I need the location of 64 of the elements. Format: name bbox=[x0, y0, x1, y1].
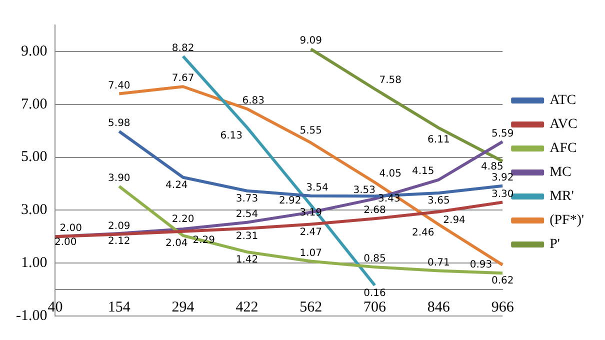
data-label: 4.05 bbox=[379, 168, 402, 180]
data-label: 0.62 bbox=[491, 276, 514, 287]
legend-label: (PF*)' bbox=[550, 213, 584, 228]
data-label: 2.46 bbox=[412, 227, 434, 238]
data-label: 4.15 bbox=[412, 166, 434, 177]
y-tick-label: -1.00 bbox=[16, 308, 48, 324]
x-tick-label: 154 bbox=[108, 299, 131, 316]
y-tick-label: 3.00 bbox=[20, 202, 48, 218]
data-label: 0.85 bbox=[364, 254, 386, 265]
legend-label: P' bbox=[550, 237, 560, 252]
data-label: 6.83 bbox=[242, 95, 264, 106]
data-label: 0.93 bbox=[470, 260, 492, 271]
data-label: 2.00 bbox=[60, 222, 82, 234]
data-label: 3.54 bbox=[306, 182, 328, 194]
data-label: 4.24 bbox=[166, 180, 188, 191]
legend-label: MC bbox=[550, 165, 572, 180]
legend-label: AVC bbox=[550, 117, 578, 132]
data-label: 0.16 bbox=[364, 288, 386, 299]
data-label: 4.85 bbox=[481, 161, 504, 172]
data-label: 2.47 bbox=[300, 226, 322, 238]
data-label: 6.11 bbox=[428, 134, 450, 146]
y-tick-label: 5.00 bbox=[20, 149, 48, 166]
data-label: 3.73 bbox=[236, 193, 258, 204]
data-label: 9.09 bbox=[300, 36, 322, 47]
data-label: 7.40 bbox=[108, 80, 130, 92]
data-label: 2.54 bbox=[236, 208, 258, 220]
data-label: 2.94 bbox=[443, 214, 466, 226]
x-tick-label: 422 bbox=[236, 299, 258, 316]
x-tick-label: 562 bbox=[300, 299, 322, 316]
data-label: 2.68 bbox=[364, 205, 386, 216]
data-label: 2.00 bbox=[54, 236, 77, 248]
data-label: 3.30 bbox=[491, 188, 514, 200]
data-label: 2.29 bbox=[192, 234, 215, 246]
data-label: 5.98 bbox=[108, 118, 130, 129]
data-label: 6.13 bbox=[220, 130, 242, 142]
y-tick-label: 1.00 bbox=[20, 255, 48, 272]
data-label: 2.09 bbox=[108, 220, 130, 232]
y-tick-label: 9.00 bbox=[20, 43, 48, 60]
x-tick-label: 706 bbox=[364, 299, 387, 316]
data-label: 5.59 bbox=[491, 128, 514, 140]
data-label: 3.65 bbox=[428, 196, 450, 207]
x-tick-label: 966 bbox=[491, 299, 514, 316]
y-tick-label: 7.00 bbox=[20, 96, 48, 112]
x-tick-label: 294 bbox=[172, 299, 195, 316]
data-label: 3.53 bbox=[353, 185, 376, 196]
data-label: 3.90 bbox=[108, 172, 130, 184]
data-label: 2.92 bbox=[278, 196, 302, 207]
data-label: 8.82 bbox=[172, 42, 194, 54]
data-label: 2.20 bbox=[172, 214, 194, 225]
data-label: 5.55 bbox=[300, 125, 322, 136]
data-label: 1.42 bbox=[236, 254, 258, 266]
data-label: 0.71 bbox=[428, 257, 450, 268]
x-tick-label: 846 bbox=[427, 299, 450, 316]
legend-label: ATC bbox=[550, 93, 576, 108]
x-tick-label: 40 bbox=[48, 299, 63, 316]
data-label: 7.58 bbox=[379, 75, 402, 86]
legend-label: MR' bbox=[550, 189, 574, 204]
data-label: 2.04 bbox=[166, 238, 188, 250]
data-label: 3.92 bbox=[491, 172, 514, 184]
data-label: 1.07 bbox=[300, 248, 322, 259]
legend-label: AFC bbox=[550, 141, 577, 156]
data-label: 7.67 bbox=[172, 73, 194, 84]
data-label: 2.12 bbox=[108, 236, 130, 248]
data-label: 2.31 bbox=[236, 231, 258, 242]
